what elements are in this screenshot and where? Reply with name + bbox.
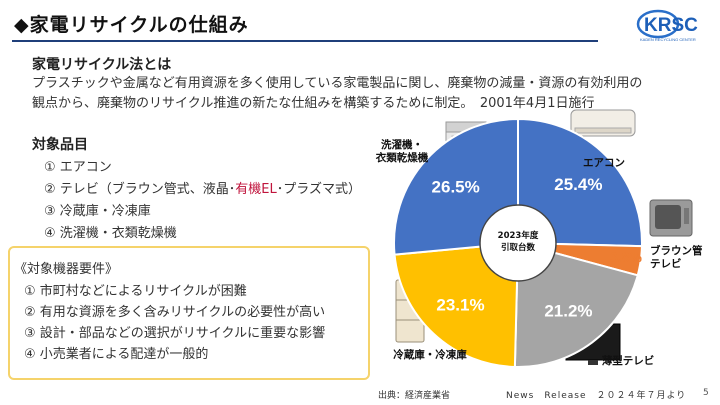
law-description: プラスチックや金属など有用資源を多く使用している家電製品に関し、廃棄物の減量・資… <box>32 74 712 114</box>
title-underline <box>12 40 598 42</box>
requirements-title: 《対象機器要件》 <box>14 262 119 277</box>
source-note: 出典：経済産業省 <box>378 391 451 401</box>
requirement-4: ④ 小売業者による配達が一般的 <box>24 347 209 362</box>
center-label-year: 2023年度 <box>498 230 539 241</box>
pie-slice-aircon <box>517 117 643 248</box>
law-title: 家電リサイクル法とは <box>32 57 172 73</box>
logo-subtext: KADEN RECYCLING CENTER <box>640 37 696 42</box>
tv-item-text: ② テレビ（ブラウン管式、液晶･ <box>44 182 236 197</box>
crt-tv-icon <box>649 199 693 237</box>
law-line-1: プラスチックや金属など有用資源を多く使用している家電製品に関し、廃棄物の減量・資… <box>32 76 643 91</box>
tv-item-highlight: 有機EL <box>235 182 277 197</box>
law-line-2: 観点から、廃棄物のリサイクル推進の新たな仕組みを構築するために制定。 2001年… <box>32 96 595 111</box>
pie-center <box>479 204 557 282</box>
value-label-washer: 26.5% <box>432 177 480 196</box>
category-label-fridge: 冷蔵庫・冷凍庫 <box>393 348 467 361</box>
category-label-washer: 衣類乾燥機 <box>376 151 429 164</box>
target-item-tv: ② テレビ（ブラウン管式、液晶･有機EL･プラズマ式） <box>44 178 361 197</box>
target-item-washer: ④ 洗濯機・衣類乾燥機 <box>44 226 177 241</box>
category-label-washer: 洗濯機・ <box>381 138 423 151</box>
category-label-flat-tv: 薄型テレビ <box>602 354 655 367</box>
center-label-metric: 引取台数 <box>501 242 536 253</box>
target-items-title: 対象品目 <box>32 137 88 153</box>
target-item-fridge: ③ 冷蔵庫・冷凍庫 <box>44 204 151 219</box>
category-label-aircon: エアコン <box>583 157 625 169</box>
release-note: News Release ２０２４年７月より <box>506 391 687 401</box>
pie-slice-flat-tv <box>513 241 639 368</box>
krsc-logo: KRSC KADEN RECYCLING CENTER <box>636 9 698 42</box>
requirement-1: ① 市町村などによるリサイクルが困難 <box>24 284 247 299</box>
pie-slice-fridge <box>393 241 520 368</box>
category-label-crt-tv: ブラウン管 <box>650 244 703 257</box>
logo-swoosh <box>636 9 680 39</box>
pie-slices <box>393 117 643 368</box>
tv-item-text-end: ･プラズマ式） <box>276 182 362 197</box>
value-label-fridge: 23.1% <box>436 296 484 315</box>
page-title: ◆家電リサイクルの仕組み <box>14 14 249 36</box>
page-number: 5 <box>703 388 709 398</box>
value-label-aircon: 25.4% <box>554 175 602 194</box>
requirements-box <box>8 246 370 380</box>
requirement-2: ② 有用な資源を多く含みリサイクルの必要性が高い <box>24 305 326 320</box>
category-label-crt-tv: テレビ <box>650 257 682 270</box>
value-label-crt-tv: 3.8% <box>610 249 642 265</box>
requirement-3: ③ 設計・部品などの選択がリサイクルに重要な影響 <box>24 326 326 341</box>
air-conditioner-icon <box>570 109 636 137</box>
value-label-flat-tv: 21.2% <box>544 302 592 321</box>
logo-text: KRSC <box>644 15 698 36</box>
target-item-aircon: ① エアコン <box>44 160 112 175</box>
